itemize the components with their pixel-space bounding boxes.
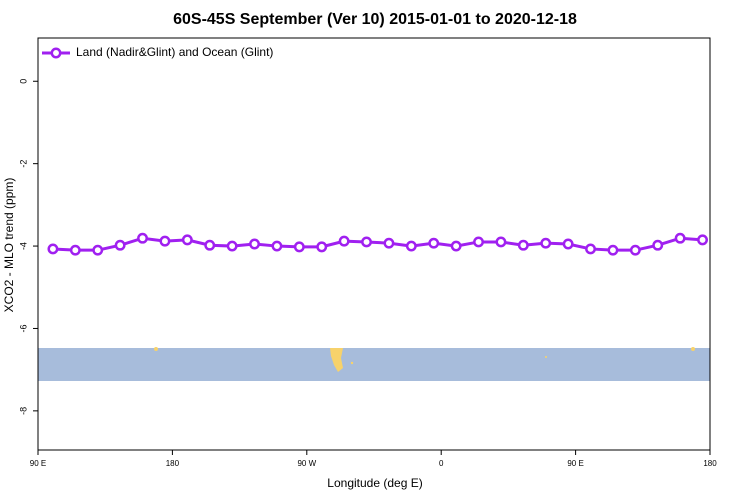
- point: [540, 237, 552, 249]
- x-tick-label: 180: [703, 459, 717, 468]
- y-tick-label: -6: [18, 324, 28, 332]
- x-tick-label: 90 W: [297, 459, 316, 468]
- point: [271, 240, 283, 252]
- legend-label: Land (Nadir&Glint) and Ocean (Glint): [76, 45, 273, 59]
- chart-title: 60S-45S September (Ver 10) 2015-01-01 to…: [173, 11, 577, 28]
- point: [338, 235, 350, 247]
- point: [495, 236, 507, 248]
- point: [652, 239, 664, 251]
- x-tick-label: 90 E: [567, 459, 583, 468]
- point: [450, 240, 462, 252]
- point: [114, 239, 126, 251]
- point: [226, 240, 238, 252]
- point: [674, 232, 686, 244]
- point: [316, 241, 328, 253]
- point: [159, 235, 171, 247]
- y-tick-label: -4: [18, 242, 28, 250]
- point: [428, 237, 440, 249]
- x-tick-label: 180: [166, 459, 180, 468]
- point: [249, 238, 260, 250]
- point: [181, 234, 193, 246]
- x-tick-label: 90 E: [30, 459, 46, 468]
- point: [92, 244, 104, 256]
- y-tick-label: -8: [18, 407, 28, 415]
- map-strip: [38, 347, 710, 381]
- plot-frame: [37, 37, 711, 451]
- x-axis-label: Longitude (deg E): [327, 476, 422, 490]
- x-tick-label: 0: [439, 459, 444, 468]
- point: [137, 232, 148, 244]
- point: [517, 239, 529, 251]
- point: [629, 244, 641, 256]
- point: [697, 234, 708, 246]
- point: [405, 240, 417, 252]
- point: [473, 236, 484, 248]
- point: [585, 243, 596, 255]
- point: [562, 238, 574, 250]
- y-tick-label: 0: [18, 79, 28, 84]
- point: [607, 244, 619, 256]
- point: [47, 243, 59, 255]
- point: [293, 241, 305, 253]
- legend-marker: [50, 47, 62, 59]
- y-tick-label: -2: [18, 160, 28, 168]
- y-axis-label: XCO2 - MLO trend (ppm): [2, 178, 16, 313]
- point: [204, 239, 216, 251]
- point: [383, 237, 395, 249]
- point: [361, 236, 372, 248]
- point: [69, 244, 81, 256]
